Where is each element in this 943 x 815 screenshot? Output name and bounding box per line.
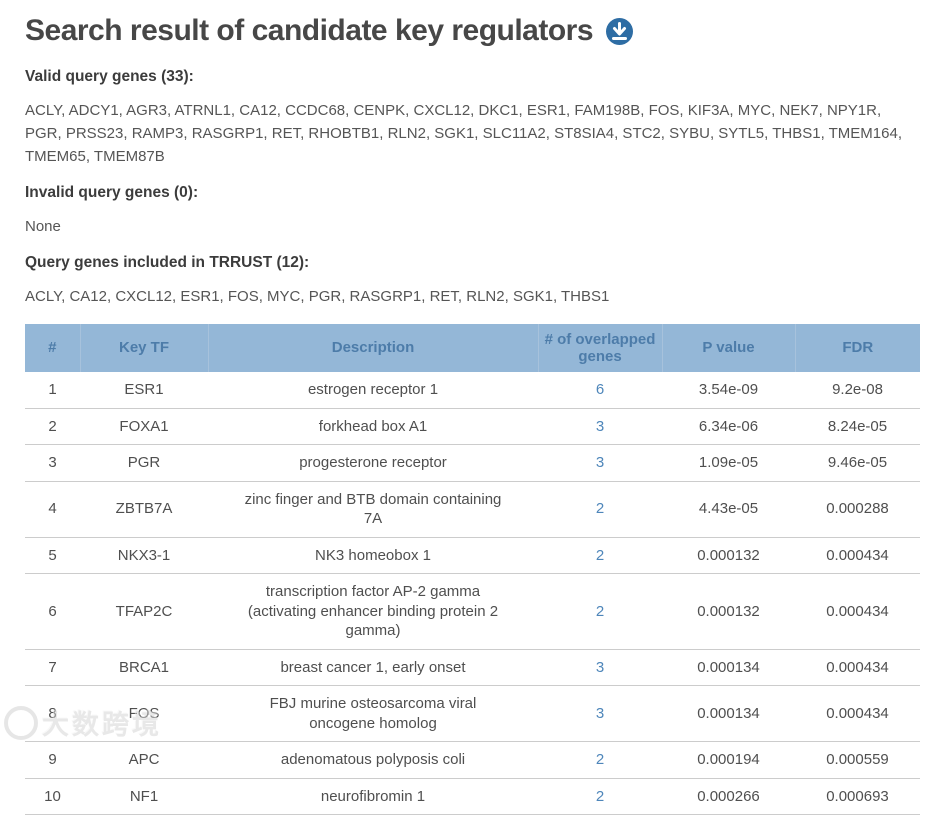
cell-key-tf: TFAP2C — [80, 573, 208, 650]
page-header: Search result of candidate key regulator… — [25, 14, 920, 48]
cell-key-tf: PGR — [80, 444, 208, 482]
invalid-genes-list: None — [25, 218, 61, 235]
trrust-genes-heading: Query genes included in TRRUST (12): — [25, 254, 310, 271]
table-row: 8 FOS FBJ murine osteosarcoma viral onco… — [25, 685, 920, 742]
cell-overlapped-genes: 2 — [538, 778, 662, 815]
cell-p-value: 0.000266 — [662, 778, 795, 815]
cell-p-value: 0.000132 — [662, 573, 795, 650]
cell-overlapped-genes: 3 — [538, 649, 662, 686]
overlapped-genes-link[interactable]: 3 — [595, 454, 605, 471]
cell-rank: 7 — [25, 649, 80, 686]
overlapped-genes-link[interactable]: 3 — [595, 417, 605, 435]
cell-fdr: 0.000288 — [795, 481, 920, 538]
trrust-genes-list: ACLY, CA12, CXCL12, ESR1, FOS, MYC, PGR,… — [25, 288, 610, 305]
cell-p-value: 0.000194 — [662, 741, 795, 779]
cell-overlapped-genes: 2 — [538, 741, 662, 779]
table-row: 10 NF1 neurofibromin 1 2 0.000266 0.0006… — [25, 778, 920, 815]
overlapped-genes-link[interactable]: 2 — [595, 602, 605, 620]
table-row: 7 BRCA1 breast cancer 1, early onset 3 0… — [25, 649, 920, 686]
column-header-3: # of overlapped genes — [538, 324, 663, 372]
column-header-2: Description — [208, 324, 539, 372]
cell-key-tf: FOS — [80, 685, 208, 742]
cell-overlapped-genes: 2 — [538, 573, 662, 650]
download-button[interactable] — [605, 17, 634, 46]
key-regulators-table: # Key TF Description # of overlapped genes P… — [25, 324, 920, 815]
column-header-5: FDR — [795, 324, 920, 372]
cell-fdr: 9.46e-05 — [795, 444, 920, 482]
cell-description: breast cancer 1, early onset — [208, 649, 538, 686]
cell-p-value: 0.000134 — [662, 649, 795, 686]
download-icon — [606, 17, 634, 45]
cell-p-value: 4.43e-05 — [662, 481, 795, 538]
overlapped-genes-link[interactable]: 2 — [595, 546, 605, 564]
cell-p-value: 6.34e-06 — [662, 408, 795, 445]
cell-description: transcription factor AP-2 gamma (activat… — [208, 573, 538, 650]
cell-description: estrogen receptor 1 — [208, 372, 538, 409]
valid-genes-heading: Valid query genes (33): — [25, 68, 194, 85]
cell-fdr: 8.24e-05 — [795, 408, 920, 445]
column-header-0: # — [25, 324, 81, 372]
cell-overlapped-genes: 3 — [538, 408, 662, 445]
table-row: 1 ESR1 estrogen receptor 1 6 3.54e-09 9.… — [25, 372, 920, 409]
overlapped-genes-link[interactable]: 2 — [595, 500, 605, 518]
column-header-1: Key TF — [80, 324, 209, 372]
cell-key-tf: FOXA1 — [80, 408, 208, 445]
cell-rank: 1 — [25, 372, 80, 409]
cell-key-tf: NKX3-1 — [80, 537, 208, 574]
cell-key-tf: ZBTB7A — [80, 481, 208, 538]
cell-p-value: 0.000134 — [662, 685, 795, 742]
cell-overlapped-genes: 3 — [538, 444, 662, 482]
cell-fdr: 0.000434 — [795, 649, 920, 686]
cell-description: FBJ murine osteosarcoma viral oncogene h… — [208, 685, 538, 742]
table-row: 6 TFAP2C transcription factor AP-2 gamma… — [25, 573, 920, 650]
cell-description: zinc finger and BTB domain containing 7A — [208, 481, 538, 538]
cell-rank: 5 — [25, 537, 80, 574]
table-row: 4 ZBTB7A zinc finger and BTB domain cont… — [25, 481, 920, 538]
overlapped-genes-link[interactable]: 2 — [595, 751, 605, 768]
overlapped-genes-link[interactable]: 6 — [595, 381, 605, 398]
cell-key-tf: NF1 — [80, 778, 208, 815]
cell-fdr: 0.000434 — [795, 537, 920, 574]
table-row: 9 APC adenomatous polyposis coli 2 0.000… — [25, 741, 920, 779]
cell-description: NK3 homeobox 1 — [208, 537, 538, 574]
cell-rank: 10 — [25, 778, 80, 815]
cell-description: forkhead box A1 — [208, 408, 538, 445]
cell-rank: 4 — [25, 481, 80, 538]
overlapped-genes-link[interactable]: 3 — [595, 658, 605, 676]
table-row: 2 FOXA1 forkhead box A1 3 6.34e-06 8.24e… — [25, 408, 920, 445]
invalid-genes-heading: Invalid query genes (0): — [25, 184, 199, 201]
cell-fdr: 0.000434 — [795, 685, 920, 742]
cell-key-tf: BRCA1 — [80, 649, 208, 686]
cell-overlapped-genes: 2 — [538, 537, 662, 574]
cell-fdr: 0.000434 — [795, 573, 920, 650]
cell-rank: 3 — [25, 444, 80, 482]
cell-rank: 2 — [25, 408, 80, 445]
cell-description: adenomatous polyposis coli — [208, 741, 538, 779]
cell-p-value: 1.09e-05 — [662, 444, 795, 482]
cell-fdr: 0.000693 — [795, 778, 920, 815]
page-title: Search result of candidate key regulator… — [25, 14, 594, 47]
cell-description: neurofibromin 1 — [208, 778, 538, 815]
cell-fdr: 9.2e-08 — [795, 372, 920, 409]
table-header-row: # Key TF Description # of overlapped genes P… — [25, 324, 920, 372]
cell-rank: 8 — [25, 685, 80, 742]
cell-key-tf: ESR1 — [80, 372, 208, 409]
valid-genes-list: ACLY, ADCY1, AGR3, ATRNL1, CA12, CCDC68,… — [25, 102, 902, 165]
table-row: 3 PGR progesterone receptor 3 1.09e-05 9… — [25, 444, 920, 482]
table-row: 5 NKX3-1 NK3 homeobox 1 2 0.000132 0.000… — [25, 537, 920, 574]
cell-overlapped-genes: 2 — [538, 481, 662, 538]
cell-key-tf: APC — [80, 741, 208, 779]
cell-p-value: 0.000132 — [662, 537, 795, 574]
cell-overlapped-genes: 3 — [538, 685, 662, 742]
column-header-4: P value — [662, 324, 796, 372]
overlapped-genes-link[interactable]: 3 — [595, 704, 605, 722]
overlapped-genes-link[interactable]: 2 — [595, 787, 605, 805]
cell-rank: 6 — [25, 573, 80, 650]
cell-fdr: 0.000559 — [795, 741, 920, 779]
cell-overlapped-genes: 6 — [538, 372, 662, 409]
cell-p-value: 3.54e-09 — [662, 372, 795, 409]
cell-description: progesterone receptor — [208, 444, 538, 482]
cell-rank: 9 — [25, 741, 80, 779]
